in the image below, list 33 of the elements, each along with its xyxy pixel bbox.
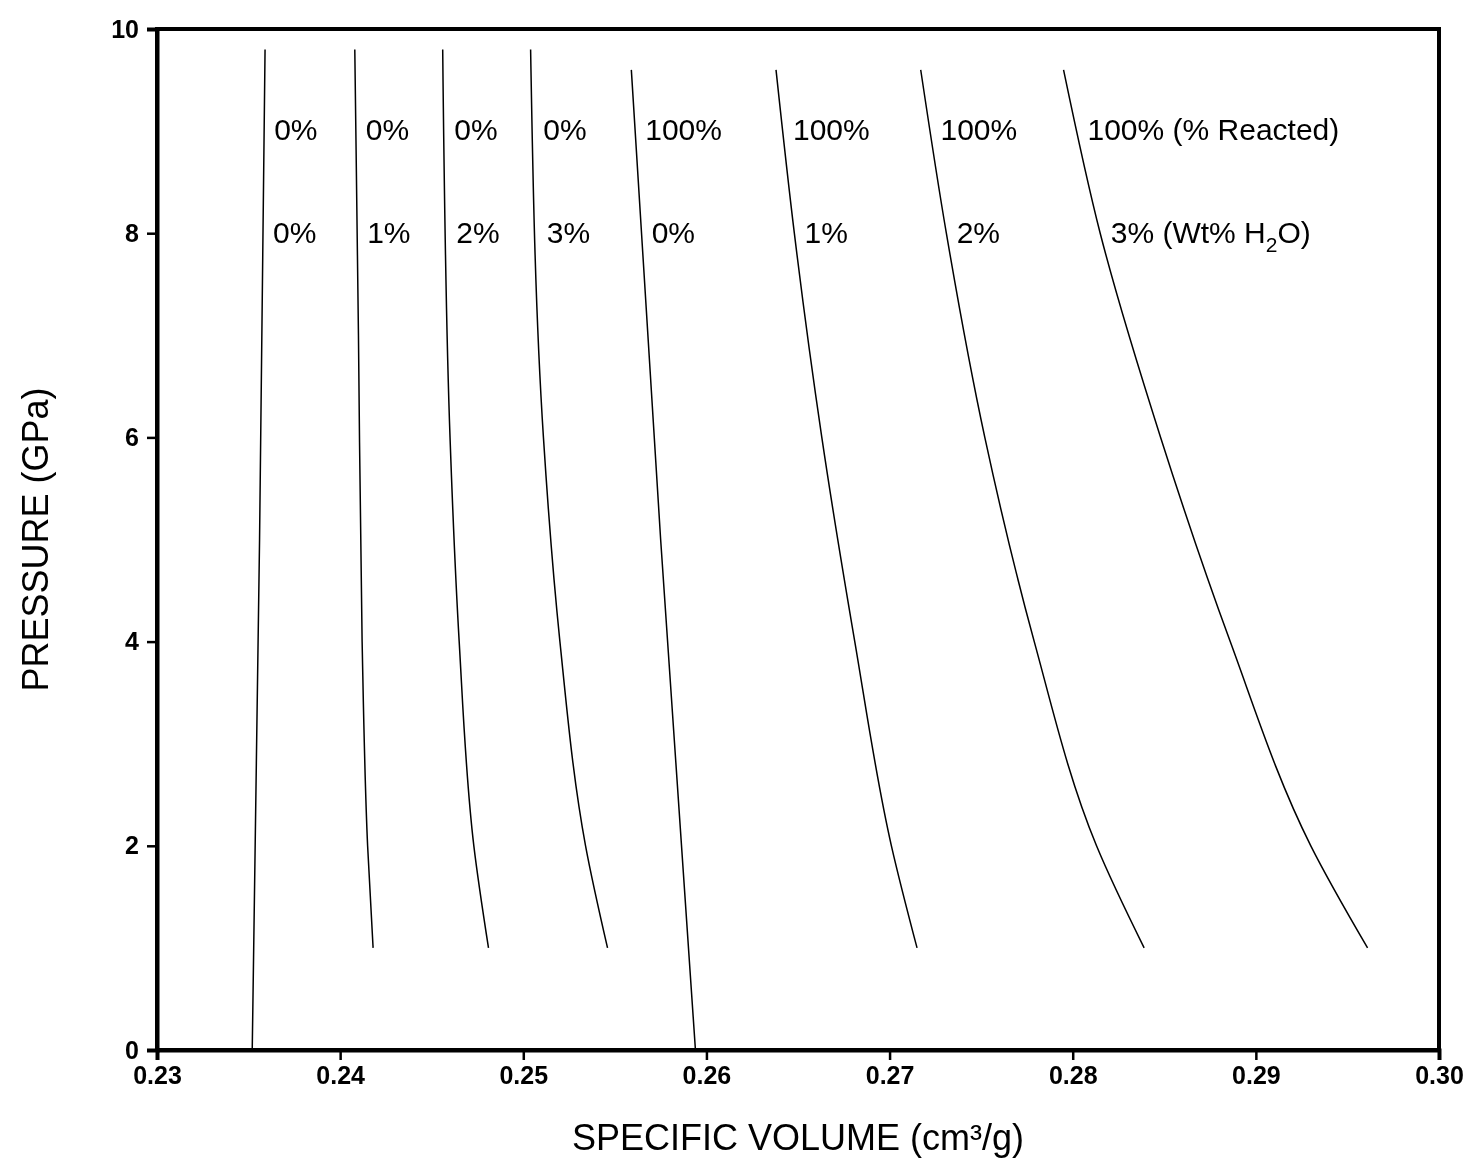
y-tick-label: 6 [125,422,139,451]
annotation: 0% [543,112,587,146]
x-axis-title: SPECIFIC VOLUME (cm³/g) [571,1117,1025,1158]
x-tick-label: 0.24 [316,1060,366,1089]
annotation: 3% (Wt% H$_{2}$O) [1110,215,1311,257]
annotation: 0% [365,112,410,146]
annotation: 2% [956,215,1001,249]
annotation: 0% [651,215,695,249]
x-tick-label: 0.26 [682,1060,732,1089]
annotation: 100% (% Reacted) [1087,112,1340,146]
annotation: 100% [645,112,722,146]
x-tick-label: 0.28 [1048,1060,1098,1089]
annotation: 3% [546,215,591,249]
y-tick-label: 10 [111,14,139,43]
x-tick-label: 0.25 [499,1060,549,1089]
annotation: 100% [792,112,870,146]
annotation: 0% [454,112,498,146]
annotation: 100% [940,112,1018,146]
annotation: 1% [367,215,411,249]
annotation: 0% [272,215,317,249]
y-tick-label: 4 [125,627,140,656]
line-series [529,48,609,949]
annotation: 2% [456,215,500,249]
y-axis-title: PRESSURE (GPa) [15,387,56,692]
y-tick-label: 8 [125,218,140,247]
line-series [775,69,918,949]
annotation: 0% [274,112,318,146]
y-tick-label: 2 [125,831,139,860]
annotation: 1% [804,215,848,249]
x-tick-label: 0.27 [865,1060,915,1089]
x-tick-label: 0.30 [1415,1060,1464,1089]
line-series [1062,69,1369,949]
x-tick-label: 0.29 [1232,1060,1281,1089]
